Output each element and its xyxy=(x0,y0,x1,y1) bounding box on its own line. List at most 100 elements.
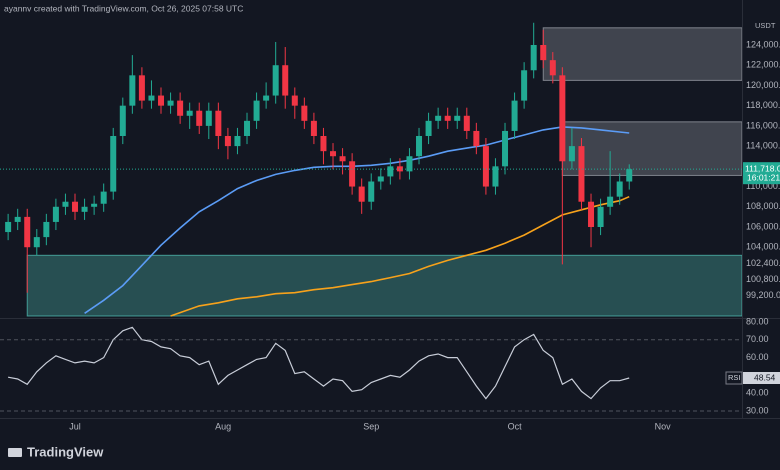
y-tick-label: 116,000.0 xyxy=(746,120,780,130)
candle-body xyxy=(215,110,222,136)
y-tick-label: 60.00 xyxy=(746,352,769,362)
candle-body xyxy=(43,221,50,238)
candle-body xyxy=(291,95,298,106)
candle-body xyxy=(502,130,509,167)
candle-body xyxy=(559,75,566,162)
x-tick-label: Nov xyxy=(655,421,672,431)
x-tick-label: Sep xyxy=(363,421,379,431)
countdown: 16:01:21 xyxy=(747,172,780,182)
y-tick-label: 114,000.0 xyxy=(746,140,780,150)
candle-body xyxy=(81,206,88,212)
candle-body xyxy=(616,181,623,197)
candle-body xyxy=(463,115,470,131)
y-tick-label: 106,000.0 xyxy=(746,221,780,231)
price-label: 111,718.0 xyxy=(745,163,780,173)
candle-body xyxy=(234,135,241,147)
rsi-name: RSI xyxy=(728,373,741,382)
y-tick-label: 108,000.0 xyxy=(746,201,780,211)
candle-body xyxy=(473,130,480,147)
x-tick-label: Jul xyxy=(69,421,81,431)
candle-body xyxy=(148,95,155,101)
candle-body xyxy=(320,135,327,152)
zone xyxy=(542,27,743,81)
candle-body xyxy=(435,115,442,121)
candle-body xyxy=(349,161,356,187)
candle-body xyxy=(224,135,231,147)
candle-body xyxy=(416,135,423,157)
logo: TradingView xyxy=(8,444,104,459)
price-pane xyxy=(0,22,742,400)
y-tick-label: 70.00 xyxy=(746,334,769,344)
candle-body xyxy=(540,44,547,61)
candle-body xyxy=(368,181,375,202)
candle-body xyxy=(387,166,394,177)
axes: 124,000.0 122,000.0 120,000.0 118,000.0 116,… xyxy=(0,39,780,431)
zone xyxy=(26,254,743,317)
candle-body xyxy=(626,169,633,182)
candle-body xyxy=(492,166,499,187)
candle-body xyxy=(425,120,432,136)
caption: ayannv created with TradingView.com, Oct… xyxy=(4,3,243,13)
candle-body xyxy=(358,186,365,202)
candle-body xyxy=(167,100,174,106)
candle-body xyxy=(52,206,59,222)
candle-body xyxy=(158,95,165,106)
candle-body xyxy=(339,156,346,162)
y-tick-label: 40.00 xyxy=(746,388,769,398)
candle-body xyxy=(263,95,270,101)
rsi-value: 48.54 xyxy=(754,372,776,382)
y-tick-label: 104,000.0 xyxy=(746,242,780,252)
y-tick-label: 118,000.0 xyxy=(746,100,780,110)
moving-average xyxy=(84,126,630,314)
y-tick-label: 124,000.0 xyxy=(746,39,780,49)
candle-body xyxy=(406,156,413,172)
x-tick-label: Oct xyxy=(508,421,523,431)
candle-body xyxy=(119,105,126,136)
candle-body xyxy=(205,110,212,126)
candle-body xyxy=(511,100,518,131)
y-tick-label: 99,200.0 xyxy=(746,290,780,300)
y-tick-label: 80.00 xyxy=(746,316,769,326)
candle-body xyxy=(377,176,384,182)
rsi-name-box xyxy=(725,371,743,385)
candle-body xyxy=(521,70,528,101)
y-tick-label: 100,800.0 xyxy=(746,274,780,284)
candle-body xyxy=(177,100,184,116)
candle-body xyxy=(5,221,12,233)
candle-body xyxy=(24,216,31,248)
logo-mark xyxy=(8,448,22,457)
candle-body xyxy=(72,201,79,212)
candle-body xyxy=(597,206,604,227)
candle-body xyxy=(330,151,337,157)
candle-body xyxy=(91,203,98,207)
candle-body xyxy=(530,44,537,71)
candle-body xyxy=(568,146,575,162)
price-axis xyxy=(742,0,780,418)
candle-body xyxy=(244,120,251,136)
candle-body xyxy=(196,110,203,126)
candle-body xyxy=(588,201,595,227)
candle-body xyxy=(282,65,289,96)
zones xyxy=(26,27,743,317)
y-tick-label: 30.00 xyxy=(746,405,769,415)
rsi-value-box xyxy=(743,372,780,384)
unit: USDT xyxy=(755,21,776,30)
candle-body xyxy=(100,191,107,204)
candle-body xyxy=(607,196,614,207)
candle-body xyxy=(138,75,145,101)
y-tick-label: 110,000.0 xyxy=(746,181,780,191)
candle-body xyxy=(129,75,136,106)
rsi-line xyxy=(7,326,630,400)
price-box xyxy=(743,162,780,185)
candle-body xyxy=(549,60,556,76)
candle-body xyxy=(310,120,317,136)
x-tick-label: Aug xyxy=(215,421,231,431)
y-tick-label: 122,000.0 xyxy=(746,60,780,70)
candle-body xyxy=(186,110,193,116)
y-tick-label: 120,000.0 xyxy=(746,80,780,90)
candle-body xyxy=(482,146,489,187)
brand: TradingView xyxy=(27,444,104,459)
candle-body xyxy=(578,146,585,202)
y-tick-label: 102,400.0 xyxy=(746,258,780,268)
